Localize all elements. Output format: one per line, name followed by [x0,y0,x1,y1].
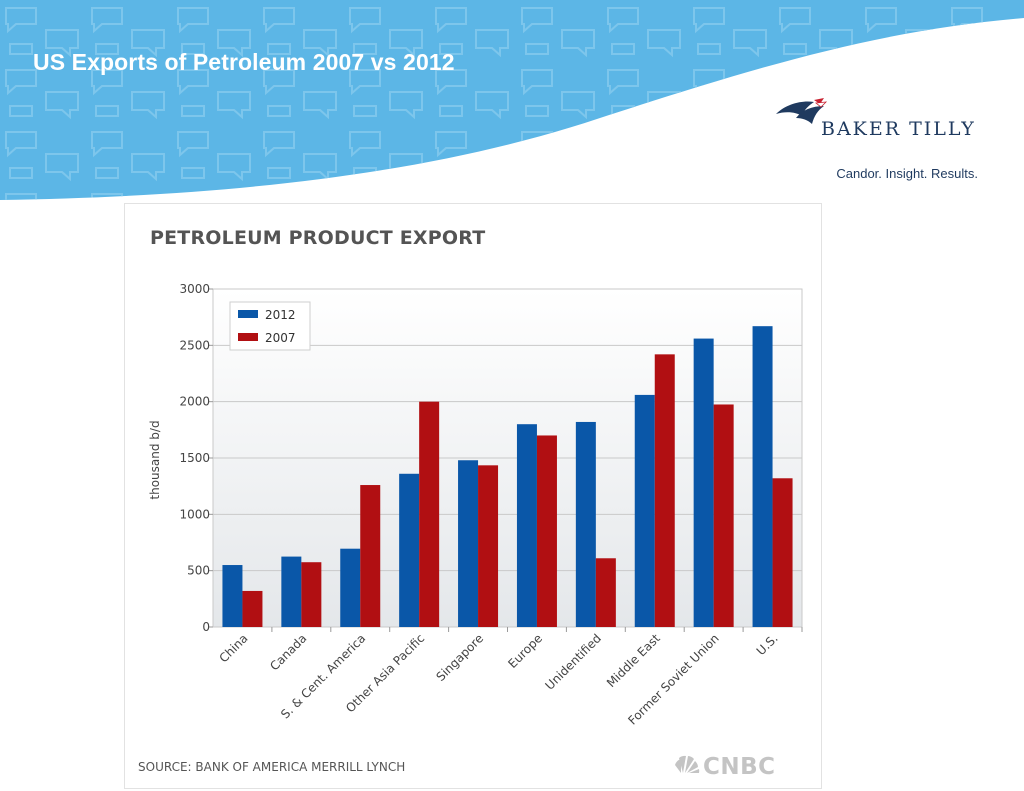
legend-label-2012: 2012 [265,308,296,322]
banner-pattern [0,0,1024,200]
bar-2007 [301,562,322,627]
logo-wordmark: BAKER TILLY [821,118,976,140]
y-tick-label: 2500 [179,338,210,352]
legend-label-2007: 2007 [265,331,296,345]
slide-title: US Exports of Petroleum 2007 vs 2012 [33,49,455,75]
x-category-label: U.S. [754,631,781,658]
bar-2007 [772,478,793,627]
bar-2007 [713,404,734,627]
bar-2007 [360,485,381,627]
y-axis-title: thousand b/d [148,420,162,499]
bar-2007 [242,590,263,627]
bar-2012 [281,556,302,627]
header-banner [0,0,1024,200]
chart-heading: PETROLEUM PRODUCT EXPORT [150,227,486,249]
bar-2007 [536,435,557,627]
bar-2012 [575,421,596,627]
y-tick-label: 0 [202,620,210,634]
x-category-label: Unidentified [542,631,603,692]
bar-2007 [654,354,675,627]
cnbc-watermark: CNBC [675,754,776,779]
bars [222,326,793,627]
x-category-label: Canada [267,631,309,673]
x-category-label: Singapore [433,631,486,684]
bar-2012 [458,460,479,627]
peacock-icon [675,755,700,773]
source-note: SOURCE: BANK OF AMERICA MERRILL LYNCH [138,760,406,774]
bar-2012 [634,394,655,627]
bar-2012 [752,326,773,627]
x-category-label: Europe [505,631,545,671]
bar-2012 [516,424,537,627]
bar-2007 [419,401,440,627]
y-tick-label: 500 [187,564,210,578]
y-tick-labels: 0 500 1000 1500 2000 2500 3000 [179,282,210,634]
bar-2012 [693,338,714,627]
y-tick-label: 2000 [179,395,210,409]
y-tick-label: 3000 [179,282,210,296]
x-category-label: Middle East [604,631,663,690]
bar-2012 [222,565,243,627]
bar-2012 [399,473,420,627]
legend: 2012 2007 [229,301,311,351]
bar-2007 [478,465,499,627]
baker-tilly-bird-icon [776,98,828,124]
y-tick-label: 1000 [179,507,210,521]
y-tick-label: 1500 [179,451,210,465]
bar-2012 [340,548,361,627]
cnbc-wordmark: CNBC [703,754,776,779]
legend-swatch-2012 [238,310,258,318]
logo-tagline: Candor. Insight. Results. [836,166,978,181]
chart-panel: 0 500 1000 1500 2000 2500 3000 China Canada S. &… [124,203,822,789]
legend-swatch-2007 [238,333,258,341]
bar-2007 [595,558,616,627]
x-category-label: China [216,631,250,665]
